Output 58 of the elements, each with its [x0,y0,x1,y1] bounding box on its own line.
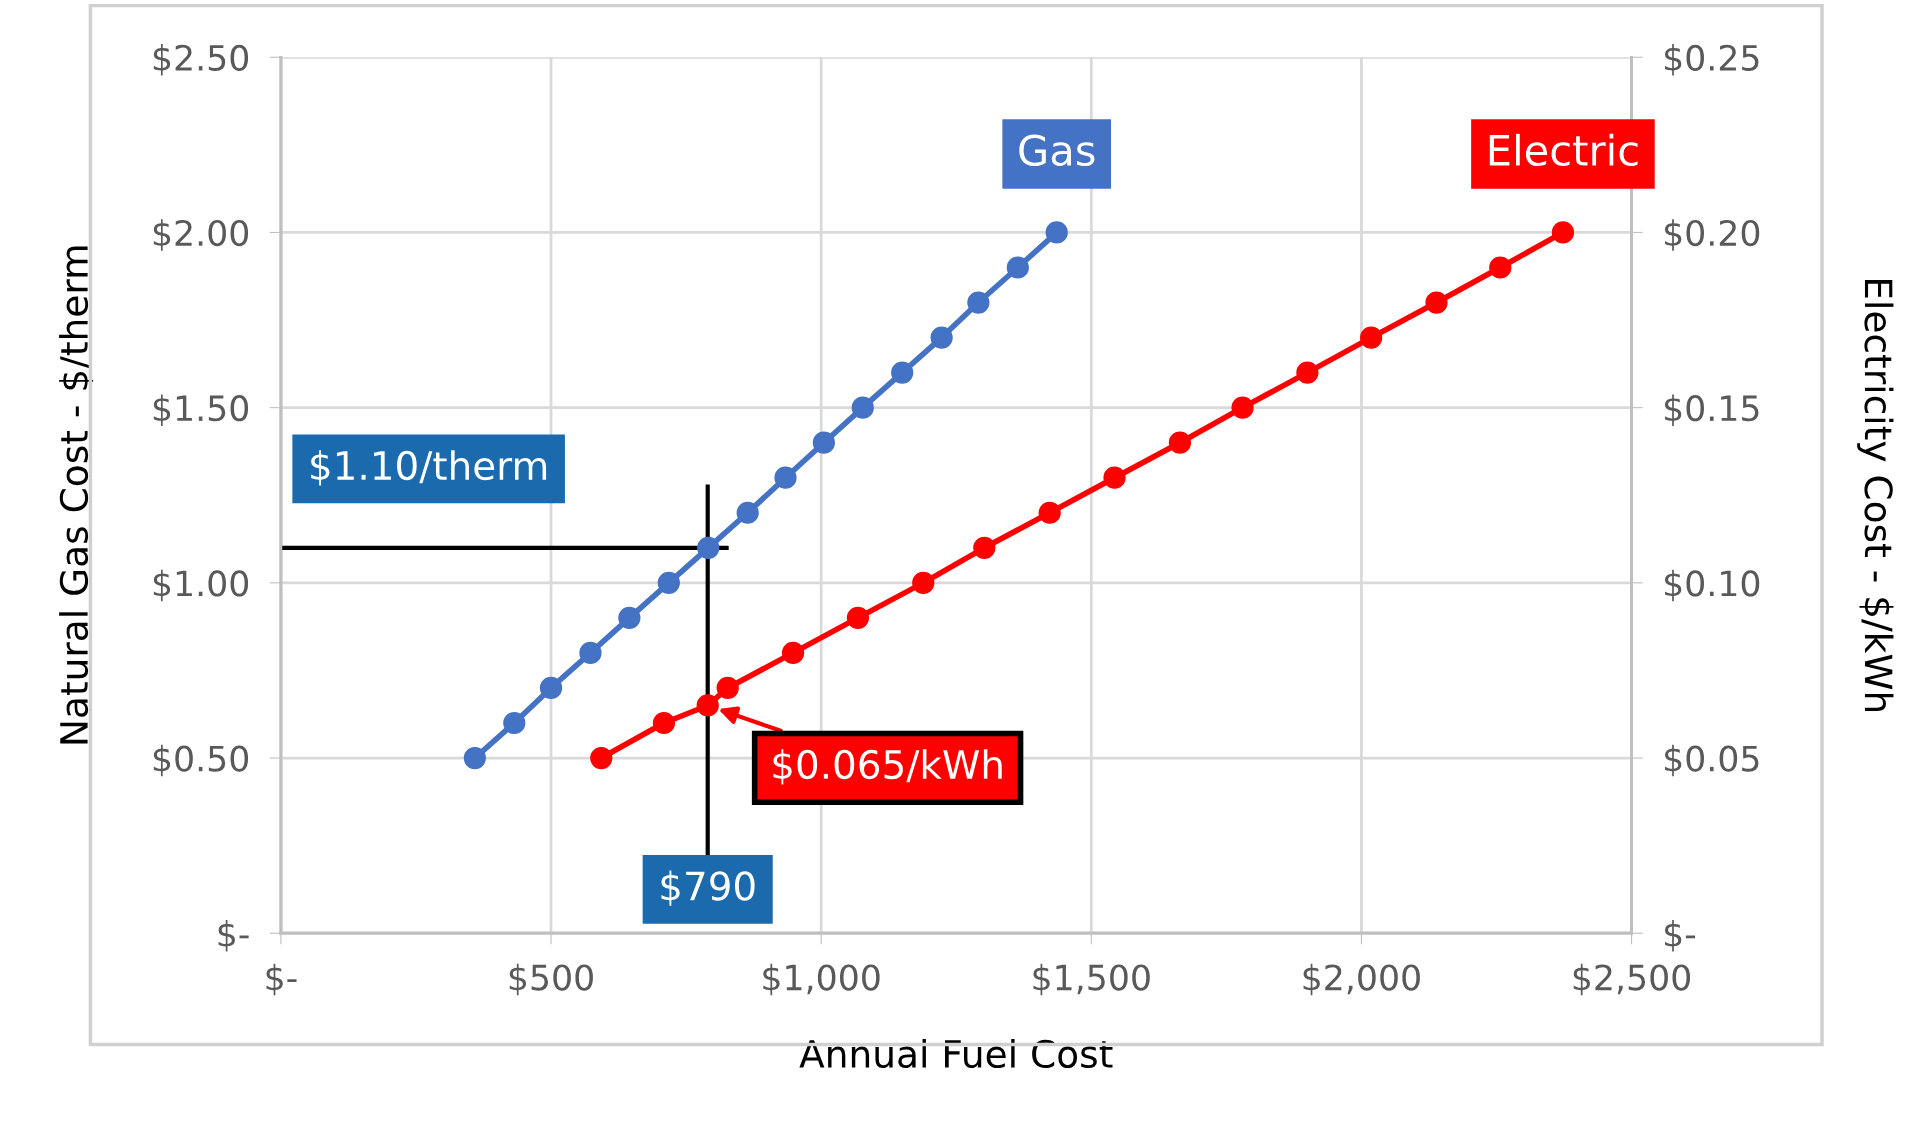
y2-tick-label: $0.25 [1664,44,1759,76]
point [912,571,935,594]
point [696,694,719,717]
point [973,536,996,559]
point [590,746,613,770]
point [539,676,563,700]
point [463,746,486,770]
point [1296,361,1319,384]
point [1360,326,1383,349]
point [618,606,641,629]
point [1551,221,1575,244]
point [579,641,602,665]
y2-tick-label: $0.15 [1664,394,1759,426]
y-tick-label: $1.00 [153,569,249,602]
y2-tick-label: $0.20 [1664,219,1760,251]
y-axis-title: Natural Gas Cost - $/therm [59,246,94,744]
point [716,676,739,700]
point [1103,466,1126,489]
series-label: Electric [1489,133,1638,167]
ref-line-label: $1.10/therm [311,450,547,486]
point [697,536,720,559]
point [503,711,526,735]
point [851,396,874,419]
point [1425,291,1448,314]
point [781,641,805,665]
y-tick-label: $2.00 [153,219,249,251]
y-tick-label: $1.50 [153,394,249,426]
y-tick-label: $- [218,920,249,952]
point [774,466,797,489]
point [1231,396,1254,419]
ref-line-label: $790 [661,870,755,906]
point [891,361,914,384]
point [1038,501,1061,524]
point [657,571,680,594]
annotation: $0.065/kWh [773,749,1002,785]
y2-axis-title: Electricity Cost - $/kWh [1857,279,1894,712]
y2-tick-label: $0.10 [1664,569,1760,602]
point [1045,221,1068,244]
x-tick-label: $1,000 [763,963,880,996]
point [1168,431,1192,454]
point [967,291,990,314]
series-label: Gas [1019,134,1095,167]
y-tick-label: $2.50 [153,44,249,76]
x-tick-label: $1,500 [1033,963,1150,996]
point [736,501,759,524]
y2-tick-label: $0.05 [1664,744,1759,777]
x-tick-label: $500 [509,963,593,996]
y-tick-label: $0.50 [153,744,249,777]
x-tick-label: $2,500 [1573,963,1690,996]
point [652,711,676,735]
point [1489,256,1512,279]
point [846,606,870,629]
x-tick-label: $- [266,963,297,996]
point [1006,256,1029,279]
point [812,431,835,454]
y2-tick-label: $- [1664,920,1696,952]
point [930,326,953,349]
x-tick-label: $2,000 [1303,963,1420,996]
